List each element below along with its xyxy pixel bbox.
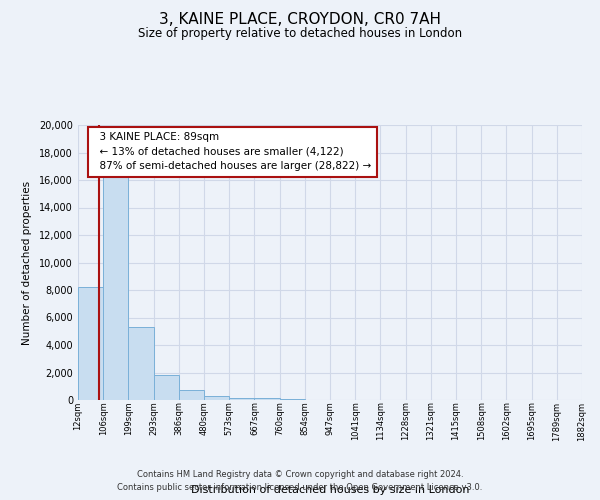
Bar [229,398,254,400]
Bar [204,396,229,400]
Bar [254,398,280,400]
Bar [280,398,305,400]
Bar [179,390,204,400]
Bar [103,172,128,400]
Bar [154,375,179,400]
Bar [78,287,103,400]
Text: Contains HM Land Registry data © Crown copyright and database right 2024.
Contai: Contains HM Land Registry data © Crown c… [118,470,482,492]
Text: 3 KAINE PLACE: 89sqm
  ← 13% of detached houses are smaller (4,122)
  87% of sem: 3 KAINE PLACE: 89sqm ← 13% of detached h… [93,132,371,172]
Bar [128,327,154,400]
X-axis label: Distribution of detached houses by size in London: Distribution of detached houses by size … [191,485,469,495]
Text: 3, KAINE PLACE, CROYDON, CR0 7AH: 3, KAINE PLACE, CROYDON, CR0 7AH [159,12,441,28]
Y-axis label: Number of detached properties: Number of detached properties [22,180,32,344]
Text: Size of property relative to detached houses in London: Size of property relative to detached ho… [138,28,462,40]
